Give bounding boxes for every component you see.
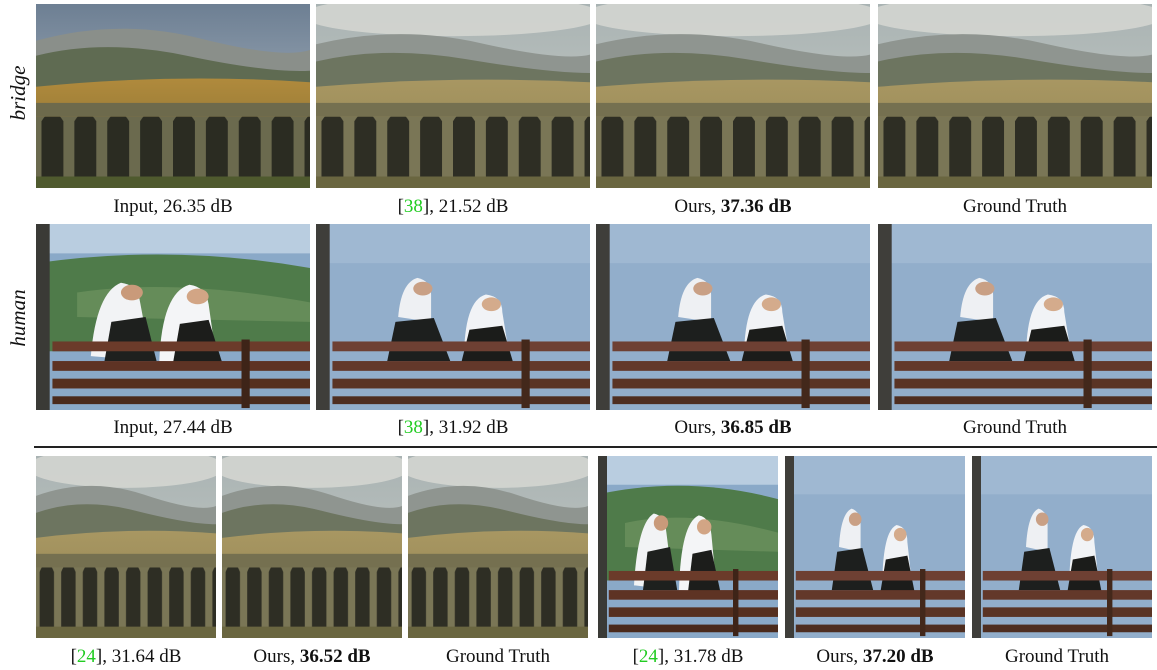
caption: Input, 27.44 dB [113, 417, 233, 438]
citation-link[interactable]: 38 [403, 196, 423, 217]
nuns-on-bench-photo [972, 456, 1152, 638]
bridge-ground-truth-crop-image [408, 456, 588, 638]
nuns-on-bench-photo [36, 224, 310, 410]
caption: Ours, 37.36 dB [674, 196, 792, 217]
caption: Ground Truth [446, 646, 550, 667]
bridge-landscape-photo [36, 456, 216, 638]
nuns-on-bench-photo [596, 224, 870, 410]
human-ground-truth-crop-image [972, 456, 1152, 638]
bridge-landscape-photo [878, 4, 1152, 188]
bridge-ours-crop-image [222, 456, 402, 638]
caption: [24], 31.78 dB [632, 646, 744, 667]
caption: Ground Truth [963, 417, 1067, 438]
caption: Ground Truth [1005, 646, 1109, 667]
caption: Ours, 36.52 dB [253, 646, 371, 667]
human-ours-crop-image [785, 456, 965, 638]
section-divider [34, 446, 1157, 448]
nuns-on-bench-photo [785, 456, 965, 638]
caption: [38], 31.92 dB [397, 417, 509, 438]
bridge-landscape-photo [36, 4, 310, 188]
bridge-ours-image [596, 4, 870, 188]
caption: Ours, 36.85 dB [674, 417, 792, 438]
caption: [38], 21.52 dB [397, 196, 509, 217]
row-label-bridge: bridge [6, 65, 30, 121]
human-ours-image [596, 224, 870, 410]
citation-link[interactable]: 38 [403, 417, 423, 438]
bridge-method24-image [36, 456, 216, 638]
caption: Input, 26.35 dB [113, 196, 233, 217]
row-label-human: human [6, 289, 30, 347]
nuns-on-bench-photo [316, 224, 590, 410]
human-method24-image [598, 456, 778, 638]
citation-link[interactable]: 24 [76, 646, 96, 667]
human-ground-truth-image [878, 224, 1152, 410]
bridge-landscape-photo [596, 4, 870, 188]
bridge-landscape-photo [408, 456, 588, 638]
caption: [24], 31.64 dB [70, 646, 182, 667]
bridge-method38-image [316, 4, 590, 188]
bridge-landscape-photo [222, 456, 402, 638]
human-method38-image [316, 224, 590, 410]
citation-link[interactable]: 24 [638, 646, 658, 667]
caption: Ground Truth [963, 196, 1067, 217]
bridge-landscape-photo [316, 4, 590, 188]
bridge-ground-truth-image [878, 4, 1152, 188]
nuns-on-bench-photo [598, 456, 778, 638]
human-input-image [36, 224, 310, 410]
caption: Ours, 37.20 dB [816, 646, 934, 667]
bridge-input-image [36, 4, 310, 188]
nuns-on-bench-photo [878, 224, 1152, 410]
